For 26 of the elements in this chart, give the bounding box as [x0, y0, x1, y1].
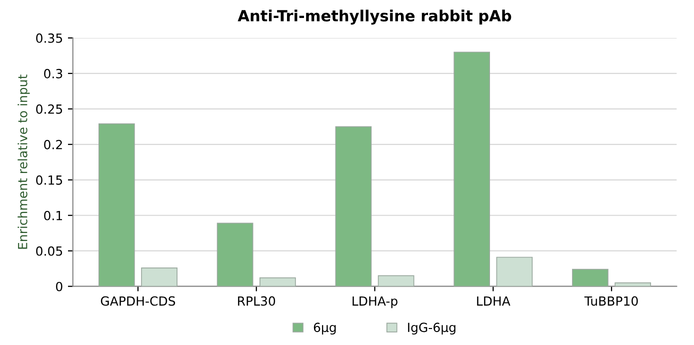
chart-title: Anti-Tri-methyllysine rabbit pAb [238, 10, 512, 25]
bar [335, 126, 372, 286]
x-tick-label: GAPDH-CDS [100, 296, 176, 306]
y-tick-label: 0 [56, 282, 62, 292]
bar [98, 123, 135, 286]
y-tick-label: 0.35 [36, 33, 62, 43]
x-tick-label: RPL30 [238, 296, 276, 306]
y-axis-title: Enrichment relative to input [18, 74, 30, 249]
y-tick-label: 0.05 [36, 246, 62, 256]
y-tick-label: 0.15 [36, 175, 62, 185]
x-tick-label: LDHA-p [352, 296, 398, 308]
y-tick-label: 0.2 [44, 140, 62, 150]
legend-label: 6μg [314, 322, 336, 335]
y-tick-label: 0.25 [36, 104, 62, 114]
bar [260, 277, 296, 286]
bar [496, 256, 533, 286]
x-tick-label: TuBBP10 [584, 296, 638, 306]
bar [216, 222, 254, 286]
x-tick-label: LDHA [477, 296, 510, 306]
bar [141, 267, 178, 286]
legend-label: IgG-6μg [408, 322, 456, 335]
y-tick-label: 0.1 [44, 210, 62, 220]
bar [454, 52, 490, 286]
y-tick-label: 0.3 [44, 68, 62, 78]
bar [378, 275, 414, 286]
bar [572, 268, 608, 286]
